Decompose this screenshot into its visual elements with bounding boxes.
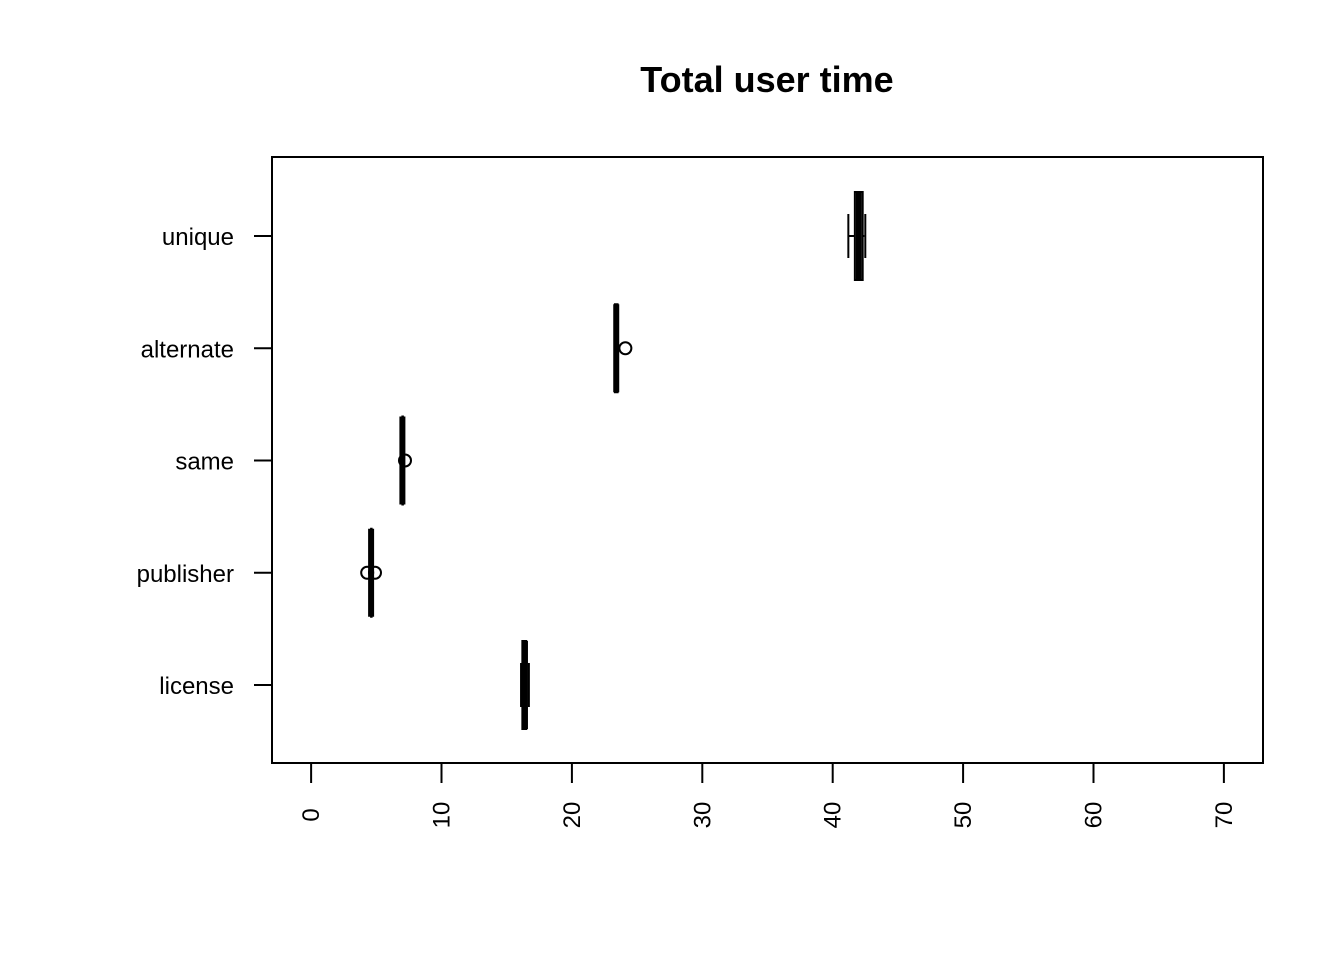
x-tick-label: 30 — [689, 802, 716, 829]
box-unique — [847, 191, 867, 281]
x-tick-label: 60 — [1080, 802, 1107, 829]
x-tick-label: 40 — [820, 802, 847, 829]
outlier-point — [368, 565, 383, 580]
box-alternate — [613, 303, 633, 394]
outlier-point — [398, 453, 413, 468]
y-tick-label: alternate — [141, 336, 234, 363]
x-tick-label: 50 — [950, 802, 977, 829]
x-tick-label: 10 — [429, 802, 456, 829]
box-same — [398, 415, 413, 506]
x-tick-label: 70 — [1211, 802, 1238, 829]
y-tick-label: publisher — [137, 561, 234, 588]
box-series — [360, 191, 867, 730]
y-tick-label: license — [159, 673, 234, 700]
x-axis: 0 10 20 30 40 50 60 70 — [298, 762, 1238, 829]
x-tick-label: 0 — [298, 808, 325, 821]
y-tick-label: unique — [162, 224, 234, 251]
outlier-point — [618, 341, 633, 356]
chart-title: Total user time — [640, 59, 893, 100]
outlier-point — [360, 565, 375, 580]
x-tick-label: 20 — [559, 802, 586, 829]
y-tick-label: same — [175, 449, 234, 476]
box-license — [520, 640, 530, 730]
y-axis: license publisher same alternate unique — [137, 224, 272, 700]
box-publisher — [360, 527, 383, 618]
